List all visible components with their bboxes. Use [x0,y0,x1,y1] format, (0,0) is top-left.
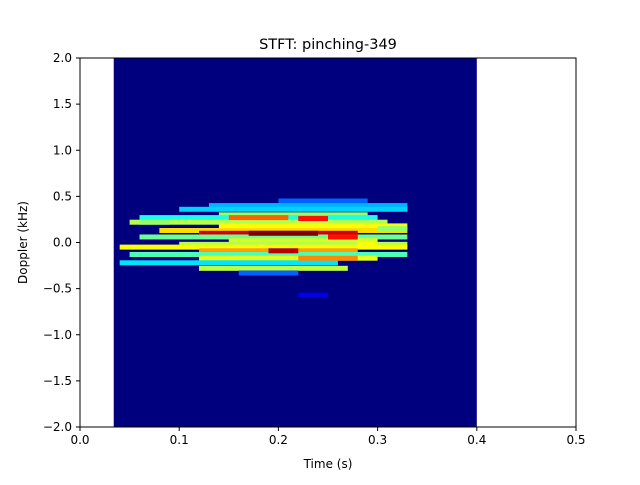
x-axis-label: Time (s) [303,457,353,471]
spectrogram-hotspot [268,248,299,254]
chart-title: STFT: pinching-349 [259,37,397,53]
spectrogram-hotspot [228,215,289,221]
spectrogram-band [159,228,408,234]
x-tick-label: 0.5 [566,433,585,447]
spectrogram-hotspot [298,255,358,261]
y-axis: 2.0 1.5 1.0 0.5 0.0 −0.5 −1.0 −1.5 −2.0 [43,51,80,434]
y-tick-label: 1.5 [53,97,72,111]
x-tick-label: 0.3 [368,433,387,447]
x-tick-label: 0.1 [170,433,189,447]
spectrogram-band [218,223,408,229]
spectrogram-band [238,270,299,276]
spectrogram-band [199,265,348,271]
spectrogram-band [228,238,378,244]
y-tick-label: 1.0 [53,143,72,157]
spectrogram-hotspot [139,219,170,225]
spectrogram-hotspot [328,234,358,240]
spectrogram-band [179,206,408,212]
y-tick-label: −1.5 [43,374,72,388]
y-tick-label: 0.0 [53,236,72,250]
x-axis: 0.0 0.1 0.2 0.3 0.4 0.5 [70,427,586,447]
spectrogram-band [218,212,368,218]
spectrogram-band [298,292,328,298]
y-tick-label: −1.0 [43,328,72,342]
spectrogram-hotspot [377,226,408,232]
y-tick-label: −0.5 [43,282,72,296]
spectrogram-band [119,260,338,266]
x-tick-label: 0.4 [467,433,486,447]
spectrogram-band [129,251,408,257]
heatmap-layer [113,58,477,427]
y-tick-label: −2.0 [43,420,72,434]
spectrogram-hotspot [298,216,328,222]
x-tick-label: 0.2 [269,433,288,447]
spectrogram-band [139,234,408,240]
spectrogram-band [208,203,408,209]
spectrogram-band [278,198,368,204]
spectrogram-band [179,241,408,247]
y-tick-label: 0.5 [53,189,72,203]
x-tick-label: 0.0 [70,433,89,447]
spectrogram-band [119,244,408,250]
spectrogram-band [199,255,378,261]
spectrogram-hotspot [357,241,378,247]
spectrogram-hotspot [248,230,319,236]
y-axis-label: Doppler (kHz) [16,201,30,284]
spectrogram-band [129,219,388,225]
y-tick-label: 2.0 [53,51,72,65]
